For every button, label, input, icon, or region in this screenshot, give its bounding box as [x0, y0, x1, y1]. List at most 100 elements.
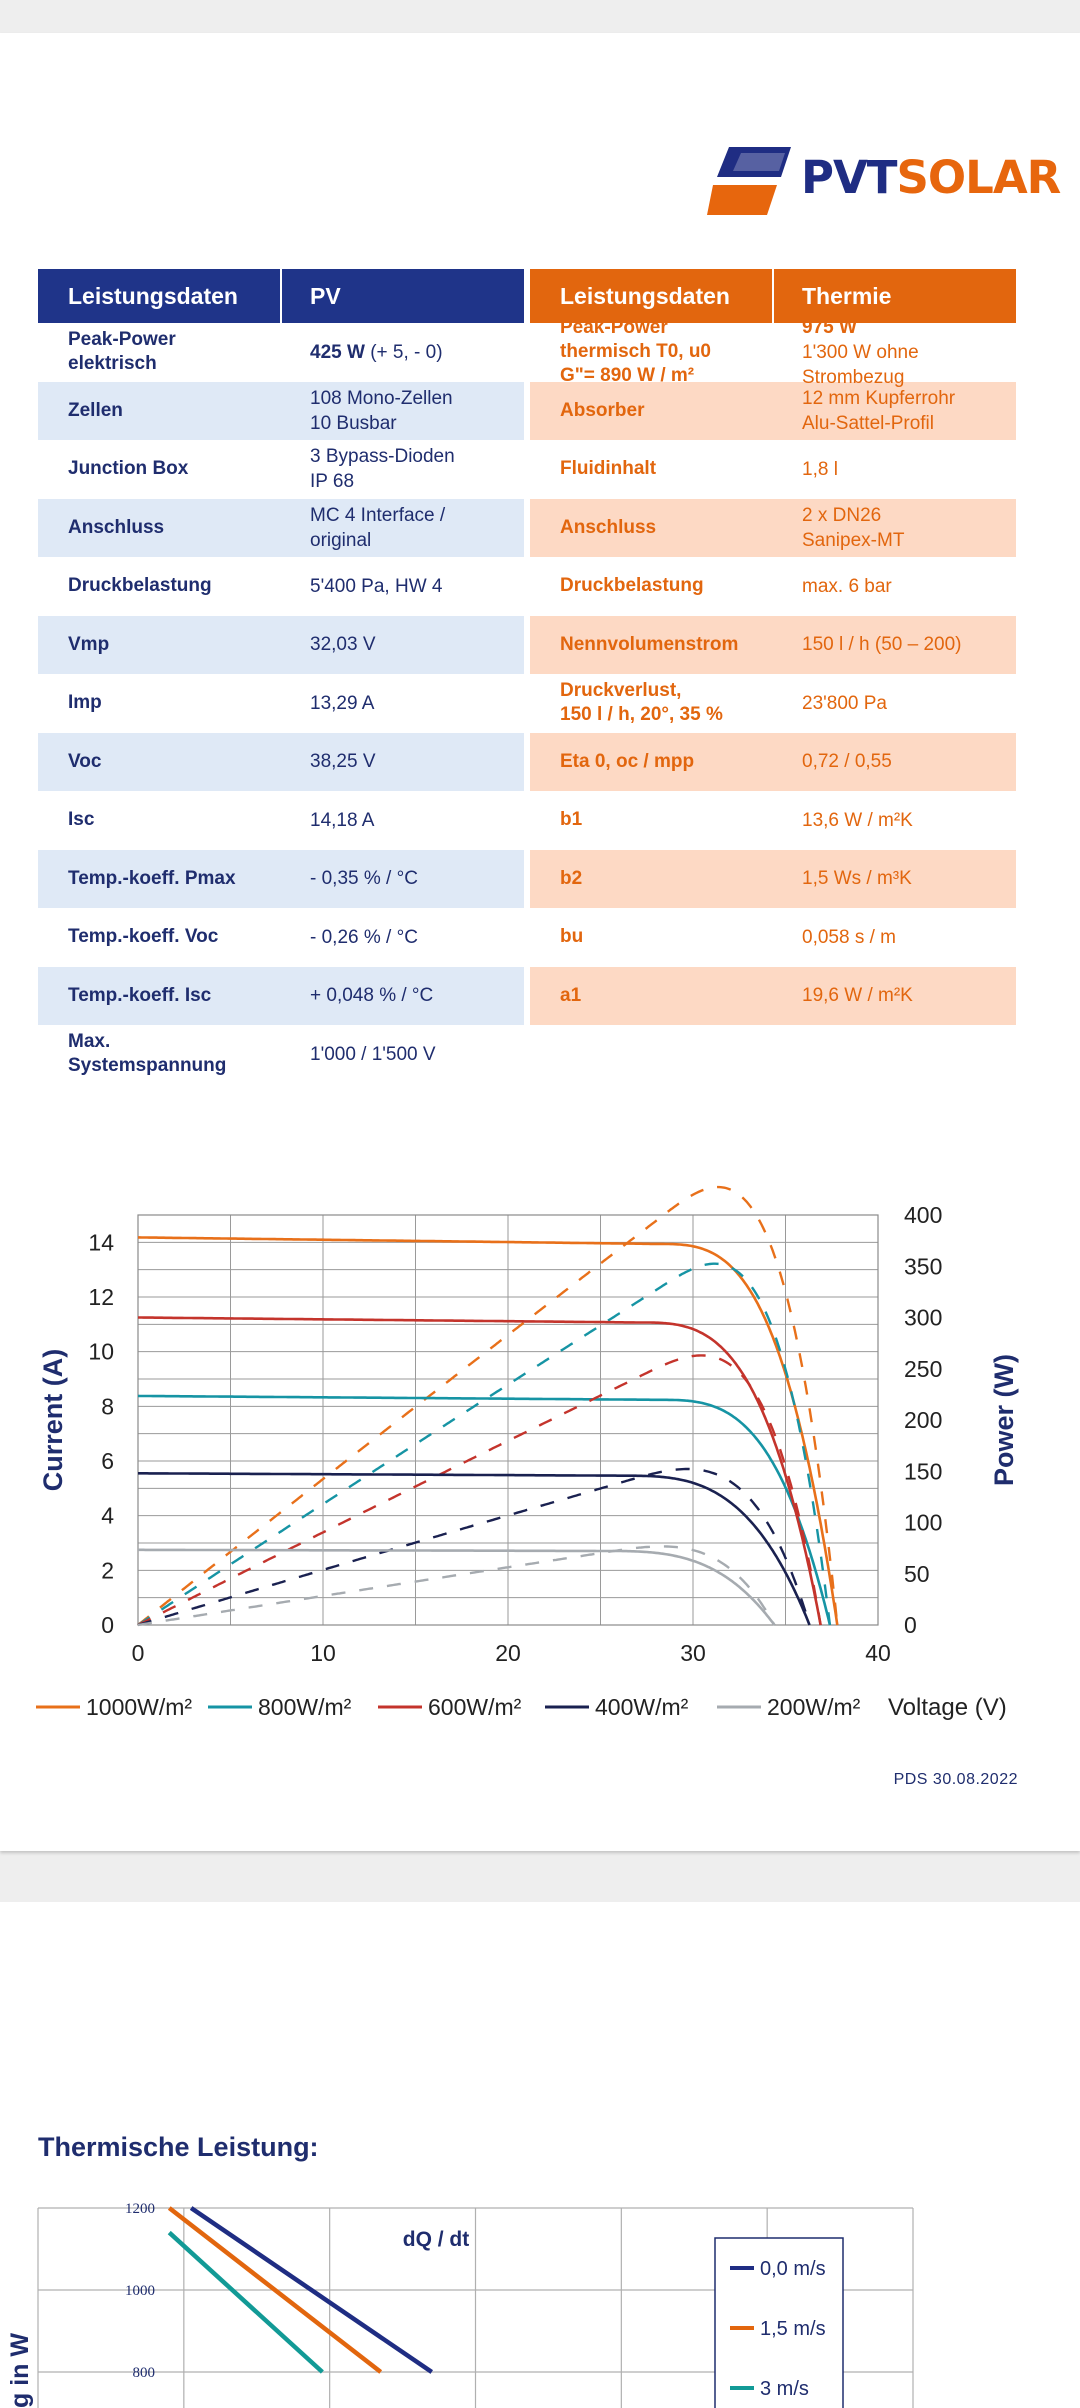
- pv-table-header: Leistungsdaten PV: [38, 269, 524, 323]
- thermal-row: a1 19,6 W / m²K: [530, 966, 1016, 1025]
- y2-tick-label: 200: [904, 1407, 942, 1433]
- pv-row-value: 3 Bypass-Dioden IP 68: [310, 446, 455, 493]
- thermal-power-chart: 800 1000 1200 dQ / dt g in W 0,0 m/s 1,5 m/s 3 …: [6, 2201, 914, 2408]
- pv-row: Temp.-koeff. Isc + 0,048 % / °C: [38, 966, 524, 1025]
- thermal-row: Druckbelastung max. 6 bar: [530, 557, 1016, 616]
- y-tick-label: 12: [88, 1284, 114, 1310]
- y2-tick-label: 400: [904, 1202, 942, 1228]
- thermal-header-label: Leistungsdaten: [530, 269, 774, 323]
- pv-row: Zellen 108 Mono-Zellen 10 Busbar: [38, 381, 524, 440]
- pv-row-label: Druckbelastung: [68, 575, 212, 597]
- x-tick-label: 20: [495, 1640, 521, 1666]
- pv-row-value: 38,25 V: [310, 751, 376, 773]
- pv-row-label: Anschluss: [68, 516, 165, 538]
- thermal-row-value: 150 l / h (50 – 200): [802, 634, 962, 656]
- y2-tick-label: 100: [904, 1510, 942, 1536]
- y-axis-label: Current (A): [38, 1349, 68, 1492]
- pv-row: Vmp 32,03 V: [38, 615, 524, 674]
- pv-row: Voc 38,25 V: [38, 732, 524, 791]
- legend-label: 1000W/m²: [86, 1694, 192, 1720]
- y2-tick-label: 350: [904, 1253, 942, 1279]
- thermal-row-label: Anschluss: [560, 516, 657, 538]
- pv-row-label: Isc: [68, 809, 95, 831]
- power-curve-800W/m²: [137, 1262, 832, 1626]
- pv-row-value: 32,03 V: [310, 634, 376, 656]
- y-tick-label: 1200: [125, 2201, 155, 2217]
- y-tick-label: 0: [101, 1612, 114, 1638]
- iv-curve-600W/m²: [138, 1316, 822, 1626]
- y2-tick-label: 250: [904, 1356, 942, 1382]
- pv-row-label: Vmp: [68, 633, 110, 655]
- pv-row-label: Temp.-koeff. Pmax: [68, 867, 236, 889]
- iv-curve-1000W/m²: [138, 1236, 839, 1626]
- thermal-row-value: 19,6 W / m²K: [802, 985, 913, 1007]
- datasheet-page-1: PVTSOLAR Leistungsdaten PV Peak-Power ele…: [0, 33, 1080, 1851]
- pv-header-value: PV: [310, 282, 341, 309]
- thermal-row-value: 1,8 l: [802, 458, 838, 480]
- pv-row: Peak-Power elektrisch 425 W (+ 5, - 0): [38, 323, 524, 382]
- thermal-row: Fluidinhalt 1,8 l: [530, 440, 1016, 499]
- pv-row-label: Peak-Power elektrisch: [68, 329, 176, 375]
- thermal-row-label: b2: [560, 867, 583, 889]
- thermal-line-3 m/s: [167, 2230, 324, 2374]
- pv-row-label: Imp: [68, 692, 102, 714]
- thermal-section-title: Thermische Leistung:: [38, 2132, 319, 2162]
- x-tick-label: 10: [310, 1640, 336, 1666]
- thermal-header-value: Thermie: [802, 282, 892, 309]
- thermal-line-1,5 m/s: [167, 2206, 383, 2374]
- pv-performance-table: Leistungsdaten PV Peak-Power elektrisch 42…: [38, 269, 524, 1084]
- thermal-row-label: Nennvolumenstrom: [560, 633, 739, 655]
- pv-row-value-emphasis: 425 W: [310, 341, 365, 363]
- thermal-row-label: b1: [560, 809, 583, 831]
- pv-row: Imp 13,29 A: [38, 674, 524, 733]
- legend-label: 600W/m²: [428, 1694, 522, 1720]
- pv-row-value: - 0,35 % / °C: [310, 868, 418, 890]
- pv-row-value: 1'000 / 1'500 V: [310, 1043, 436, 1065]
- y2-tick-label: 50: [904, 1561, 930, 1587]
- iv-curve-200W/m²: [138, 1548, 776, 1626]
- thermal-row-value: 23'800 Pa: [802, 692, 887, 714]
- pv-row: Druckbelastung 5'400 Pa, HW 4: [38, 557, 524, 616]
- thermal-row: b1 13,6 W / m²K: [530, 791, 1016, 850]
- pvtsolar-logo: PVTSOLAR: [707, 129, 1061, 239]
- pv-row-value: - 0,26 % / °C: [310, 926, 418, 948]
- pv-row-value: 13,29 A: [310, 692, 375, 714]
- pv-row-label: Temp.-koeff. Isc: [68, 984, 212, 1006]
- thermal-row: Absorber 12 mm Kupferrohr Alu-Sattel-Profi…: [530, 381, 1016, 440]
- pds-date: PDS 30.08.2022: [893, 1771, 1018, 1788]
- thermal-row-value: 975 W 1'300 W ohne Strombezug: [802, 316, 919, 388]
- y-axis-label: g in W: [6, 2333, 34, 2408]
- legend-label: 400W/m²: [595, 1694, 689, 1720]
- pv-row: Isc 14,18 A: [38, 791, 524, 850]
- y-tick-label: 14: [88, 1229, 114, 1255]
- thermal-row: Nennvolumenstrom 150 l / h (50 – 200): [530, 615, 1016, 674]
- thermal-row-value: 12 mm Kupferrohr Alu-Sattel-Profil: [802, 387, 956, 434]
- datasheet-page-2: 800 1000 1200 dQ / dt g in W 0,0 m/s 1,5 m/s 3 …: [0, 1902, 1080, 2408]
- power-curve-400W/m²: [137, 1467, 811, 1627]
- thermal-row-value: 0,058 s / m: [802, 926, 896, 948]
- pv-row-label: Zellen: [68, 399, 123, 421]
- thermal-row-value: 13,6 W / m²K: [802, 809, 913, 831]
- pv-row-value: 108 Mono-Zellen 10 Busbar: [310, 387, 453, 434]
- logo-wordmark: PVTSOLAR: [801, 151, 1061, 204]
- x-tick-label: 0: [132, 1640, 145, 1666]
- y2-tick-label: 300: [904, 1305, 942, 1331]
- pv-row: Anschluss MC 4 Interface / original: [38, 498, 524, 557]
- y2-tick-label: 0: [904, 1612, 917, 1638]
- y-tick-label: 4: [101, 1503, 114, 1529]
- pv-row: Junction Box 3 Bypass-Dioden IP 68: [38, 440, 524, 499]
- pv-row-value: + 0,048 % / °C: [310, 985, 434, 1007]
- thermal-row-label: Druckbelastung: [560, 575, 704, 597]
- y-tick-label: 8: [101, 1393, 114, 1419]
- x-tick-label: 40: [865, 1640, 891, 1666]
- thermal-row-label: bu: [560, 926, 584, 948]
- thermal-performance-table: Leistungsdaten Thermie Peak-Power thermis…: [530, 269, 1016, 1025]
- pv-row: Temp.-koeff. Voc - 0,26 % / °C: [38, 908, 524, 967]
- legend-label: 800W/m²: [258, 1694, 352, 1720]
- power-curve-1000W/m²: [137, 1185, 839, 1626]
- legend-label: 200W/m²: [767, 1694, 861, 1720]
- thermal-row-value: 0,72 / 0,55: [802, 751, 892, 773]
- pv-row-value: MC 4 Interface / original: [310, 504, 446, 551]
- thermal-line-0,0 m/s: [189, 2206, 434, 2374]
- x-tick-label: 30: [680, 1640, 706, 1666]
